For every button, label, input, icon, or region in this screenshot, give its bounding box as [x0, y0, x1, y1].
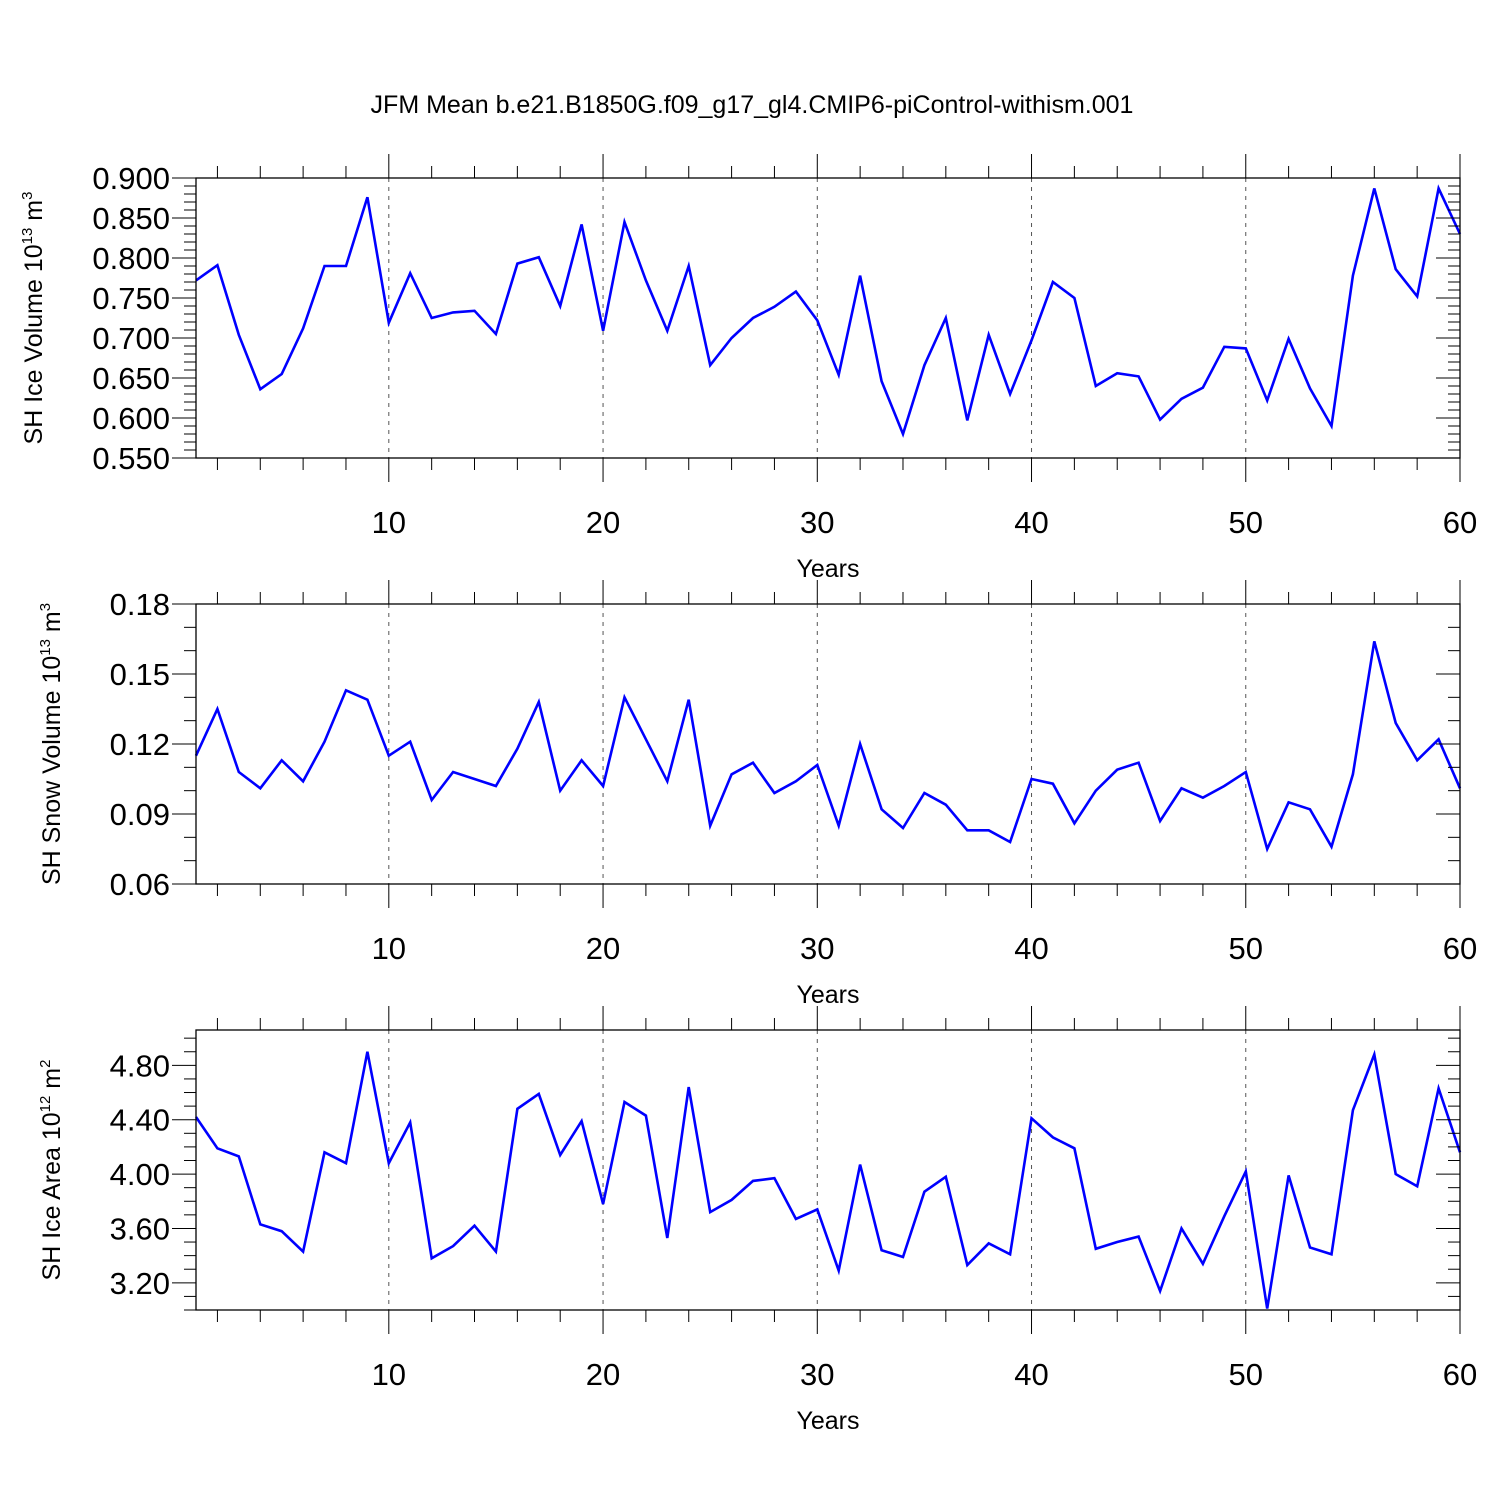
xtick-label-ice-area: 50 [1229, 1357, 1263, 1392]
ytick-label-ice-volume: 0.800 [92, 241, 170, 276]
figure-title: JFM Mean b.e21.B1850G.f09_g17_gl4.CMIP6-… [371, 91, 1134, 119]
ylabel-ice-area: SH Ice Area 1012 m2 [37, 1060, 66, 1281]
xtick-label-ice-volume: 40 [1014, 505, 1048, 540]
xlabel-ice-area: Years [796, 1407, 859, 1435]
ytick-label-ice-area: 4.40 [110, 1103, 170, 1138]
xtick-label-ice-area: 10 [372, 1357, 406, 1392]
xlabel-snow-volume: Years [796, 981, 859, 1009]
ytick-label-snow-volume: 0.18 [110, 587, 170, 622]
ytick-label-snow-volume: 0.06 [110, 867, 170, 902]
ytick-label-snow-volume: 0.09 [110, 797, 170, 832]
plot-frame-ice-volume [195, 177, 1461, 459]
ytick-label-ice-volume: 0.850 [92, 201, 170, 236]
ytick-label-snow-volume: 0.12 [110, 727, 170, 762]
xtick-label-ice-volume: 20 [586, 505, 620, 540]
panel-ice-area: SH Ice Area 1012 m2 Years 3.20 3.60 4.00 4.… [37, 1006, 1477, 1435]
xtick-label-snow-volume: 50 [1229, 931, 1263, 966]
xtick-label-ice-volume: 10 [372, 505, 406, 540]
xtick-label-snow-volume: 10 [372, 931, 406, 966]
xtick-label-ice-volume: 50 [1229, 505, 1263, 540]
xtick-label-ice-area: 20 [586, 1357, 620, 1392]
xtick-label-ice-area: 40 [1014, 1357, 1048, 1392]
ytick-label-ice-volume: 0.900 [92, 161, 170, 196]
xtick-label-snow-volume: 30 [800, 931, 834, 966]
series-line-snow-volume [194, 640, 1462, 853]
ytick-label-ice-area: 4.80 [110, 1048, 170, 1083]
xlabel-ice-volume: Years [796, 555, 859, 583]
xtick-label-snow-volume: 40 [1014, 931, 1048, 966]
ytick-label-ice-area: 3.60 [110, 1211, 170, 1246]
series-line-ice-volume [195, 184, 1462, 438]
ytick-label-ice-volume: 0.700 [92, 321, 170, 356]
ylabel-ice-volume: SH Ice Volume 1013 m3 [19, 192, 48, 445]
ytick-label-snow-volume: 0.15 [110, 657, 170, 692]
series-line-ice-area [194, 1049, 1462, 1309]
ytick-label-ice-volume: 0.750 [92, 281, 170, 316]
ytick-label-ice-volume: 0.650 [92, 361, 170, 396]
ytick-label-ice-volume: 0.600 [92, 401, 170, 436]
xtick-label-snow-volume: 60 [1443, 931, 1477, 966]
plot-frame-ice-area [195, 1029, 1461, 1311]
xtick-label-ice-area: 30 [800, 1357, 834, 1392]
xtick-label-ice-volume: 60 [1443, 505, 1477, 540]
ylabel-snow-volume: SH Snow Volume 1013 m3 [37, 603, 66, 885]
xtick-label-snow-volume: 20 [586, 931, 620, 966]
xtick-label-ice-volume: 30 [800, 505, 834, 540]
panel-ice-volume: SH Ice Volume 1013 m3 Years 0.550 0.600 0.… [19, 154, 1477, 583]
xtick-label-ice-area: 60 [1443, 1357, 1477, 1392]
ytick-label-ice-volume: 0.550 [92, 441, 170, 476]
ytick-label-ice-area: 4.00 [110, 1157, 170, 1192]
ytick-label-ice-area: 3.20 [110, 1266, 170, 1301]
panel-snow-volume: SH Snow Volume 1013 m3 Years 0.06 0.09 0.1… [37, 580, 1477, 1009]
